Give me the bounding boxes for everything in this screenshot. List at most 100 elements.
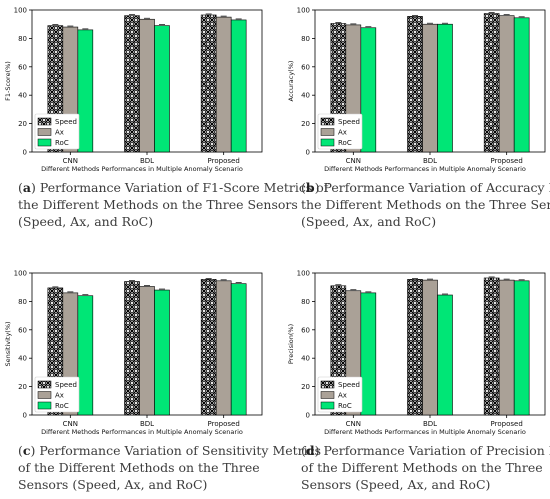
y-tick-label: 20 bbox=[18, 383, 27, 391]
x-axis-label: Different Methods Performances in Multip… bbox=[41, 165, 243, 173]
y-tick-label: 100 bbox=[14, 7, 27, 15]
legend-swatch-ax bbox=[320, 128, 335, 136]
legend: Speed Ax RoC bbox=[317, 113, 363, 150]
bar-roc-cnn bbox=[360, 292, 377, 416]
caption-line: (c) Performance Variation of Sensitivity… bbox=[18, 443, 321, 458]
bar-ax-bdl bbox=[422, 279, 438, 416]
bar-roc-bdl bbox=[154, 289, 170, 416]
caption-line: (d) Performance Variation of Precision M… bbox=[301, 443, 550, 458]
bar-speed-bdl bbox=[124, 281, 140, 416]
y-tick-label: 80 bbox=[301, 298, 310, 306]
y-tick-label: 80 bbox=[18, 298, 27, 306]
x-tick-label: CNN bbox=[63, 420, 78, 428]
y-tick-label: 80 bbox=[18, 35, 27, 43]
caption-line: the Different Methods on the Three Senso… bbox=[301, 197, 550, 212]
legend-swatch-ax bbox=[320, 391, 335, 399]
y-tick-label: 0 bbox=[306, 412, 310, 420]
x-tick-label: BDL bbox=[140, 420, 154, 428]
x-tick-label: CNN bbox=[346, 157, 361, 165]
legend-label-roc: RoC bbox=[338, 402, 352, 410]
legend-swatch-speed bbox=[37, 117, 52, 126]
legend-swatch-ax bbox=[37, 391, 52, 399]
bar-roc-proposed bbox=[513, 280, 530, 416]
x-tick-label: CNN bbox=[346, 420, 361, 428]
bar-speed-bdl bbox=[407, 16, 423, 153]
y-tick-label: 0 bbox=[23, 412, 27, 420]
legend-swatch-roc bbox=[37, 401, 52, 410]
bar-roc-cnn bbox=[360, 27, 377, 153]
legend-label-ax: Ax bbox=[55, 129, 64, 137]
legend-label-speed: Speed bbox=[338, 381, 360, 389]
legend-swatch-roc bbox=[320, 401, 335, 410]
x-tick-label: Proposed bbox=[491, 157, 523, 165]
y-tick-label: 60 bbox=[301, 326, 310, 334]
legend-label-ax: Ax bbox=[338, 129, 347, 137]
bar-roc-bdl bbox=[437, 23, 453, 153]
x-axis-label: Different Methods Performances in Multip… bbox=[41, 428, 243, 436]
bar-roc-cnn bbox=[77, 29, 94, 153]
bar-speed-proposed bbox=[483, 277, 500, 416]
y-tick-label: 0 bbox=[23, 149, 27, 157]
y-tick-label: 40 bbox=[301, 355, 310, 363]
y-tick-label: 20 bbox=[301, 120, 310, 128]
bar-roc-bdl bbox=[437, 294, 453, 416]
caption-line: Sensors (Speed, Ax, and RoC) bbox=[18, 477, 207, 492]
caption-line: of the Different Methods on the Three bbox=[18, 460, 260, 475]
legend-swatch-speed bbox=[320, 380, 335, 389]
bar-roc-proposed bbox=[513, 17, 530, 153]
caption-line: of the Different Methods on the Three bbox=[301, 460, 543, 475]
bar-speed-bdl bbox=[407, 279, 423, 416]
legend-label-roc: RoC bbox=[55, 139, 69, 147]
bar-ax-proposed bbox=[215, 16, 232, 153]
x-tick-label: BDL bbox=[423, 157, 437, 165]
y-tick-label: 20 bbox=[301, 383, 310, 391]
y-axis-label: Sensitivity(%) bbox=[4, 321, 12, 366]
legend-swatch-roc bbox=[37, 138, 52, 147]
y-tick-label: 60 bbox=[18, 63, 27, 71]
bar-speed-proposed bbox=[483, 13, 500, 153]
caption: (a) Performance Variation of F1-Score Me… bbox=[18, 180, 330, 229]
legend-label-roc: RoC bbox=[55, 402, 69, 410]
caption: (b) Performance Variation of Accuracy Me… bbox=[301, 180, 550, 229]
y-tick-label: 20 bbox=[18, 120, 27, 128]
legend-label-ax: Ax bbox=[338, 392, 347, 400]
y-tick-label: 100 bbox=[14, 270, 27, 278]
x-axis-label: Different Methods Performances in Multip… bbox=[324, 428, 526, 436]
bar-ax-proposed bbox=[498, 279, 515, 416]
y-axis-label: Precision(%) bbox=[287, 324, 295, 364]
bar-ax-proposed bbox=[498, 15, 515, 153]
bar-roc-bdl bbox=[154, 25, 170, 153]
y-tick-label: 0 bbox=[306, 149, 310, 157]
caption-line: Sensors (Speed, Ax, and RoC) bbox=[301, 477, 490, 492]
x-tick-label: BDL bbox=[140, 157, 154, 165]
y-tick-label: 100 bbox=[297, 7, 310, 15]
y-tick-label: 40 bbox=[301, 92, 310, 100]
legend-label-speed: Speed bbox=[338, 118, 360, 126]
legend: Speed Ax RoC bbox=[317, 376, 363, 413]
x-tick-label: Proposed bbox=[491, 420, 523, 428]
caption-line: the Different Methods on the Three Senso… bbox=[18, 197, 298, 212]
x-tick-label: Proposed bbox=[208, 157, 240, 165]
legend-label-speed: Speed bbox=[55, 118, 77, 126]
legend: Speed Ax RoC bbox=[34, 376, 80, 413]
bar-roc-proposed bbox=[230, 283, 247, 416]
y-tick-label: 60 bbox=[18, 326, 27, 334]
legend-swatch-ax bbox=[37, 128, 52, 136]
y-tick-label: 80 bbox=[301, 35, 310, 43]
legend-label-ax: Ax bbox=[55, 392, 64, 400]
bar-speed-proposed bbox=[200, 14, 217, 153]
panel-a: 0 20 40 60 80 100 F1-Score(%) CNN BDL ProposedDif… bbox=[4, 7, 330, 230]
y-tick-label: 40 bbox=[18, 92, 27, 100]
bar-ax-bdl bbox=[139, 18, 155, 153]
bar-ax-bdl bbox=[139, 286, 155, 416]
bar-ax-bdl bbox=[422, 23, 438, 153]
caption-line: (a) Performance Variation of F1-Score Me… bbox=[18, 180, 330, 195]
y-tick-label: 60 bbox=[301, 63, 310, 71]
legend: Speed Ax RoC bbox=[34, 113, 80, 150]
bar-ax-proposed bbox=[215, 280, 232, 416]
legend-swatch-speed bbox=[37, 380, 52, 389]
x-tick-label: CNN bbox=[63, 157, 78, 165]
bar-speed-bdl bbox=[124, 15, 140, 153]
caption: (d) Performance Variation of Precision M… bbox=[301, 443, 550, 492]
